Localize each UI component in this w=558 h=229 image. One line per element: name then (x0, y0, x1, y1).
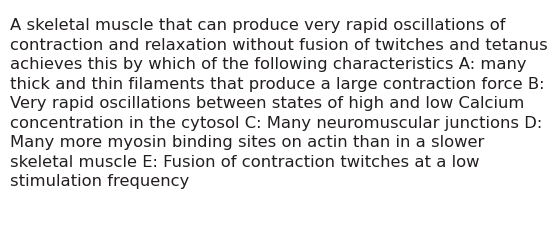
Text: A skeletal muscle that can produce very rapid oscillations of
contraction and re: A skeletal muscle that can produce very … (10, 18, 548, 189)
